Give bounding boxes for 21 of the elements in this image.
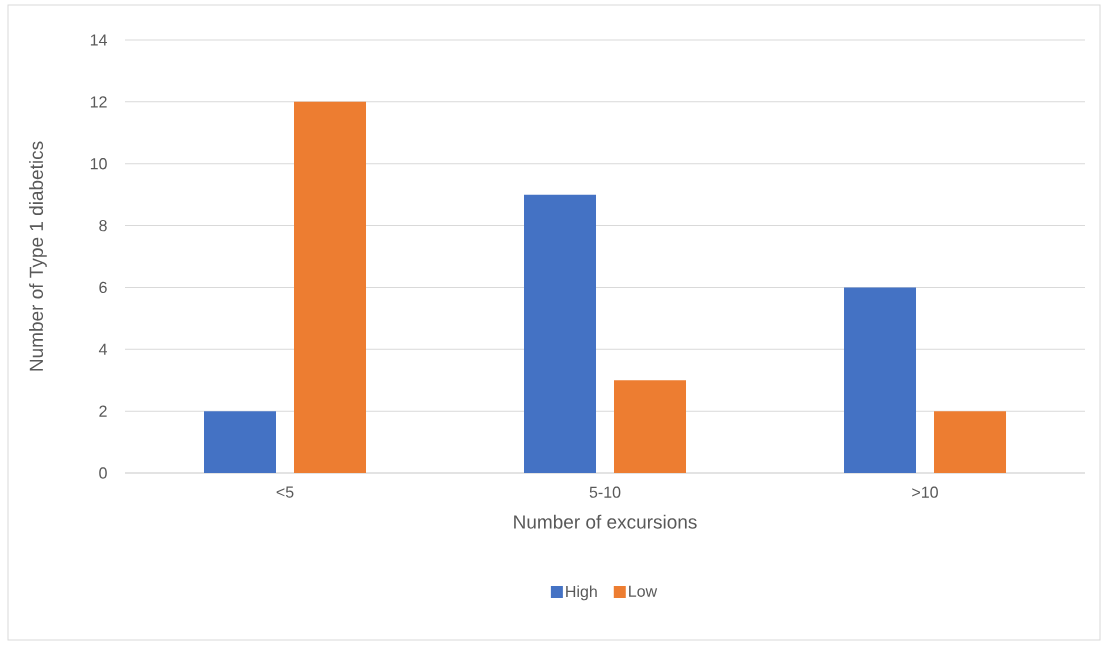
legend-label: High <box>566 585 597 601</box>
y-tick-label: 6 <box>99 281 107 294</box>
y-tick-label: 0 <box>99 467 107 479</box>
y-tick-label: 4 <box>98 343 107 355</box>
legend-label: Low <box>629 585 658 597</box>
y-tick-label: 14 <box>90 34 107 46</box>
x-tick-label: <5 <box>276 486 294 498</box>
y-tick-label: 2 <box>99 405 107 417</box>
bar <box>614 380 687 473</box>
x-tick-label: >10 <box>912 486 938 498</box>
y-tick-label: 12 <box>90 96 107 108</box>
bar <box>294 101 367 473</box>
y-tick-label: 10 <box>90 158 107 170</box>
bar <box>844 287 917 473</box>
bar <box>524 194 597 473</box>
x-tick-label: 5-10 <box>589 486 621 498</box>
bar <box>204 411 276 473</box>
y-axis-title: Number of Type 1 diabetics <box>29 141 47 371</box>
bar <box>934 411 1007 473</box>
x-axis-title: Number of excursions <box>514 514 697 529</box>
y-tick-label: 8 <box>99 219 107 232</box>
